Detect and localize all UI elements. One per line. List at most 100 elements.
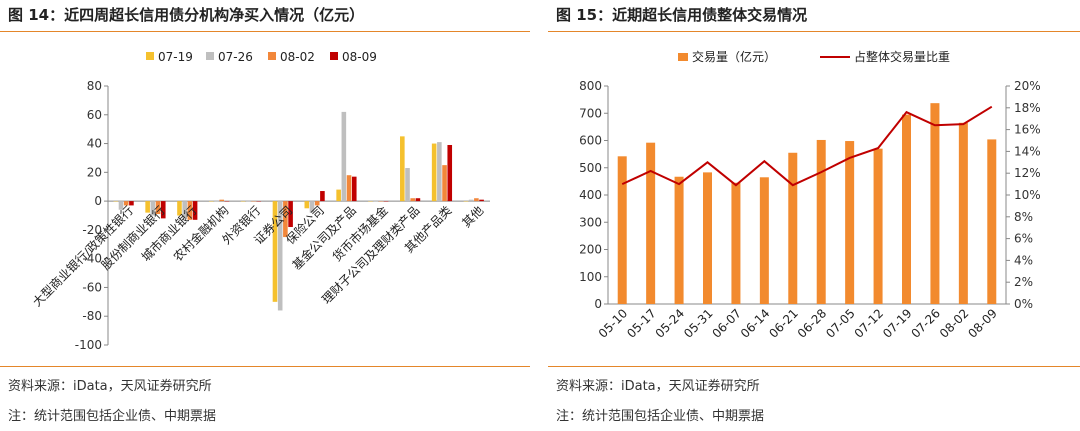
bar-08-02 <box>219 199 225 202</box>
volume-bar <box>845 141 855 304</box>
bar-07-19 <box>304 201 310 209</box>
figure-15-panel: 图 15：近期超长信用债整体交易情况 交易量（亿元） 占整体交易量比重 800 700… <box>548 0 1080 431</box>
x-category-label: 07-05 <box>823 306 858 341</box>
volume-bar <box>731 182 741 304</box>
volume-bar <box>816 139 826 304</box>
legend-swatch-08-02 <box>268 52 276 60</box>
legend-label-07-19: 07-19 <box>158 50 193 64</box>
bar-08-02 <box>410 198 416 202</box>
y-tick-label: 0 <box>94 194 102 208</box>
bar-07-26 <box>150 201 156 216</box>
legend-label-07-26: 07-26 <box>218 50 253 64</box>
volume-bar <box>987 139 997 304</box>
bar-07-19 <box>145 201 150 213</box>
figure-14-source: 资料来源：iData，天风证券研究所 <box>8 379 212 394</box>
right-y-tick-label: 0% <box>1014 297 1033 311</box>
right-y-tick-label: 18% <box>1014 101 1041 115</box>
legend-swatch-08-09 <box>330 52 338 60</box>
bar-08-09 <box>192 201 198 220</box>
volume-bar <box>788 152 798 304</box>
right-y-tick-label: 16% <box>1014 123 1041 137</box>
volume-bar <box>674 176 684 304</box>
bar-08-09 <box>160 201 166 219</box>
y-tick-label: 80 <box>87 79 102 93</box>
bar-07-26 <box>118 201 124 210</box>
figure-14-top-rule <box>0 31 530 32</box>
figure-15-title: 图 15：近期超长信用债整体交易情况 <box>556 6 808 24</box>
right-y-tick-label: 20% <box>1014 79 1041 93</box>
x-category-label: 07-26 <box>908 306 943 341</box>
volume-bar <box>873 148 883 304</box>
left-y-tick-label: 300 <box>579 215 602 229</box>
figure-15-scope-note: 注：统计范围包括企业债、中期票据 <box>556 409 765 424</box>
x-category-label: 05-17 <box>624 306 659 341</box>
figure-15-top-rule <box>548 31 1080 32</box>
bar-08-02 <box>474 198 479 202</box>
bar-08-02 <box>187 201 193 220</box>
figure-15-source: 资料来源：iData，天风证券研究所 <box>556 379 760 394</box>
figure-14-bottom-rule <box>0 366 530 367</box>
bar-08-02 <box>283 201 288 238</box>
x-category-label: 06-14 <box>738 306 773 341</box>
left-y-tick-label: 200 <box>579 243 602 257</box>
x-category-label: 06-28 <box>795 306 830 341</box>
bar-07-26 <box>437 142 442 202</box>
bar-07-19 <box>400 136 405 202</box>
bar-08-09 <box>447 144 453 202</box>
y-tick-label: -100 <box>75 338 102 352</box>
figure-15-chart: 交易量（亿元） 占整体交易量比重 800 700 600 500 400 300 200 100 0… <box>579 49 1041 341</box>
bar-08-09 <box>479 199 484 202</box>
y-tick-label: -80 <box>82 309 102 323</box>
legend-label-volume: 交易量（亿元） <box>692 49 776 64</box>
figure-14-panel: 图 14：近四周超长信用债分机构净买入情况（亿元） 07-19 07-26 08-0… <box>0 0 530 431</box>
x-category-label: 05-31 <box>681 306 716 341</box>
right-y-tick-label: 12% <box>1014 166 1041 180</box>
y-tick-label: 40 <box>87 137 102 151</box>
left-y-tick-label: 800 <box>579 79 602 93</box>
bar-07-19 <box>272 201 278 302</box>
legend-swatch-07-26 <box>206 52 214 60</box>
x-category-label: 05-10 <box>596 306 631 341</box>
left-y-tick-label: 0 <box>594 297 602 311</box>
volume-bar <box>930 103 940 304</box>
right-y-tick-label: 6% <box>1014 232 1033 246</box>
left-y-tick-label: 600 <box>579 134 602 148</box>
volume-bar <box>958 122 968 304</box>
figure-15-bottom-rule <box>548 366 1080 367</box>
x-category-label: 06-07 <box>709 306 744 341</box>
volume-bar <box>759 177 769 304</box>
bar-07-26 <box>405 168 410 202</box>
share-line <box>621 105 993 187</box>
y-tick-label: -40 <box>82 252 102 266</box>
figure-14-title: 图 14：近四周超长信用债分机构净买入情况（亿元） <box>8 6 365 24</box>
right-y-tick-label: 10% <box>1014 188 1041 202</box>
x-category-label: 08-02 <box>937 306 972 341</box>
y-tick-label: -60 <box>82 280 102 294</box>
figure-14-chart: 07-19 07-26 08-02 08-09 80 60 40 20 0 -20 -40 -60 -8… <box>29 50 490 352</box>
bar-07-26 <box>182 201 187 219</box>
x-category-label: 06-21 <box>766 306 801 341</box>
bar-08-02 <box>346 175 352 202</box>
bar-08-02 <box>442 165 447 202</box>
bar-08-09 <box>415 198 421 202</box>
bar-08-09 <box>129 201 134 206</box>
right-y-tick-label: 8% <box>1014 210 1033 224</box>
figure-14-scope-note: 注：统计范围包括企业债、中期票据 <box>8 409 217 424</box>
x-category-label: 07-19 <box>880 306 915 341</box>
bar-07-19 <box>177 201 182 216</box>
right-y-tick-label: 2% <box>1014 275 1033 289</box>
x-category-label: 05-24 <box>653 306 688 341</box>
volume-bar <box>617 156 627 304</box>
y-tick-label: -20 <box>82 223 102 237</box>
left-y-tick-label: 100 <box>579 270 602 284</box>
x-category-label: 08-09 <box>965 306 1000 341</box>
bar-07-26 <box>468 199 474 202</box>
legend-swatch-volume <box>678 53 688 61</box>
legend-label-share: 占整体交易量比重 <box>854 49 950 64</box>
left-y-tick-label: 500 <box>579 161 602 175</box>
legend-swatch-07-19 <box>146 52 154 60</box>
volume-bar <box>703 172 712 304</box>
bar-07-26 <box>341 111 347 202</box>
volume-bar <box>646 142 656 304</box>
left-y-tick-label: 400 <box>579 188 602 202</box>
